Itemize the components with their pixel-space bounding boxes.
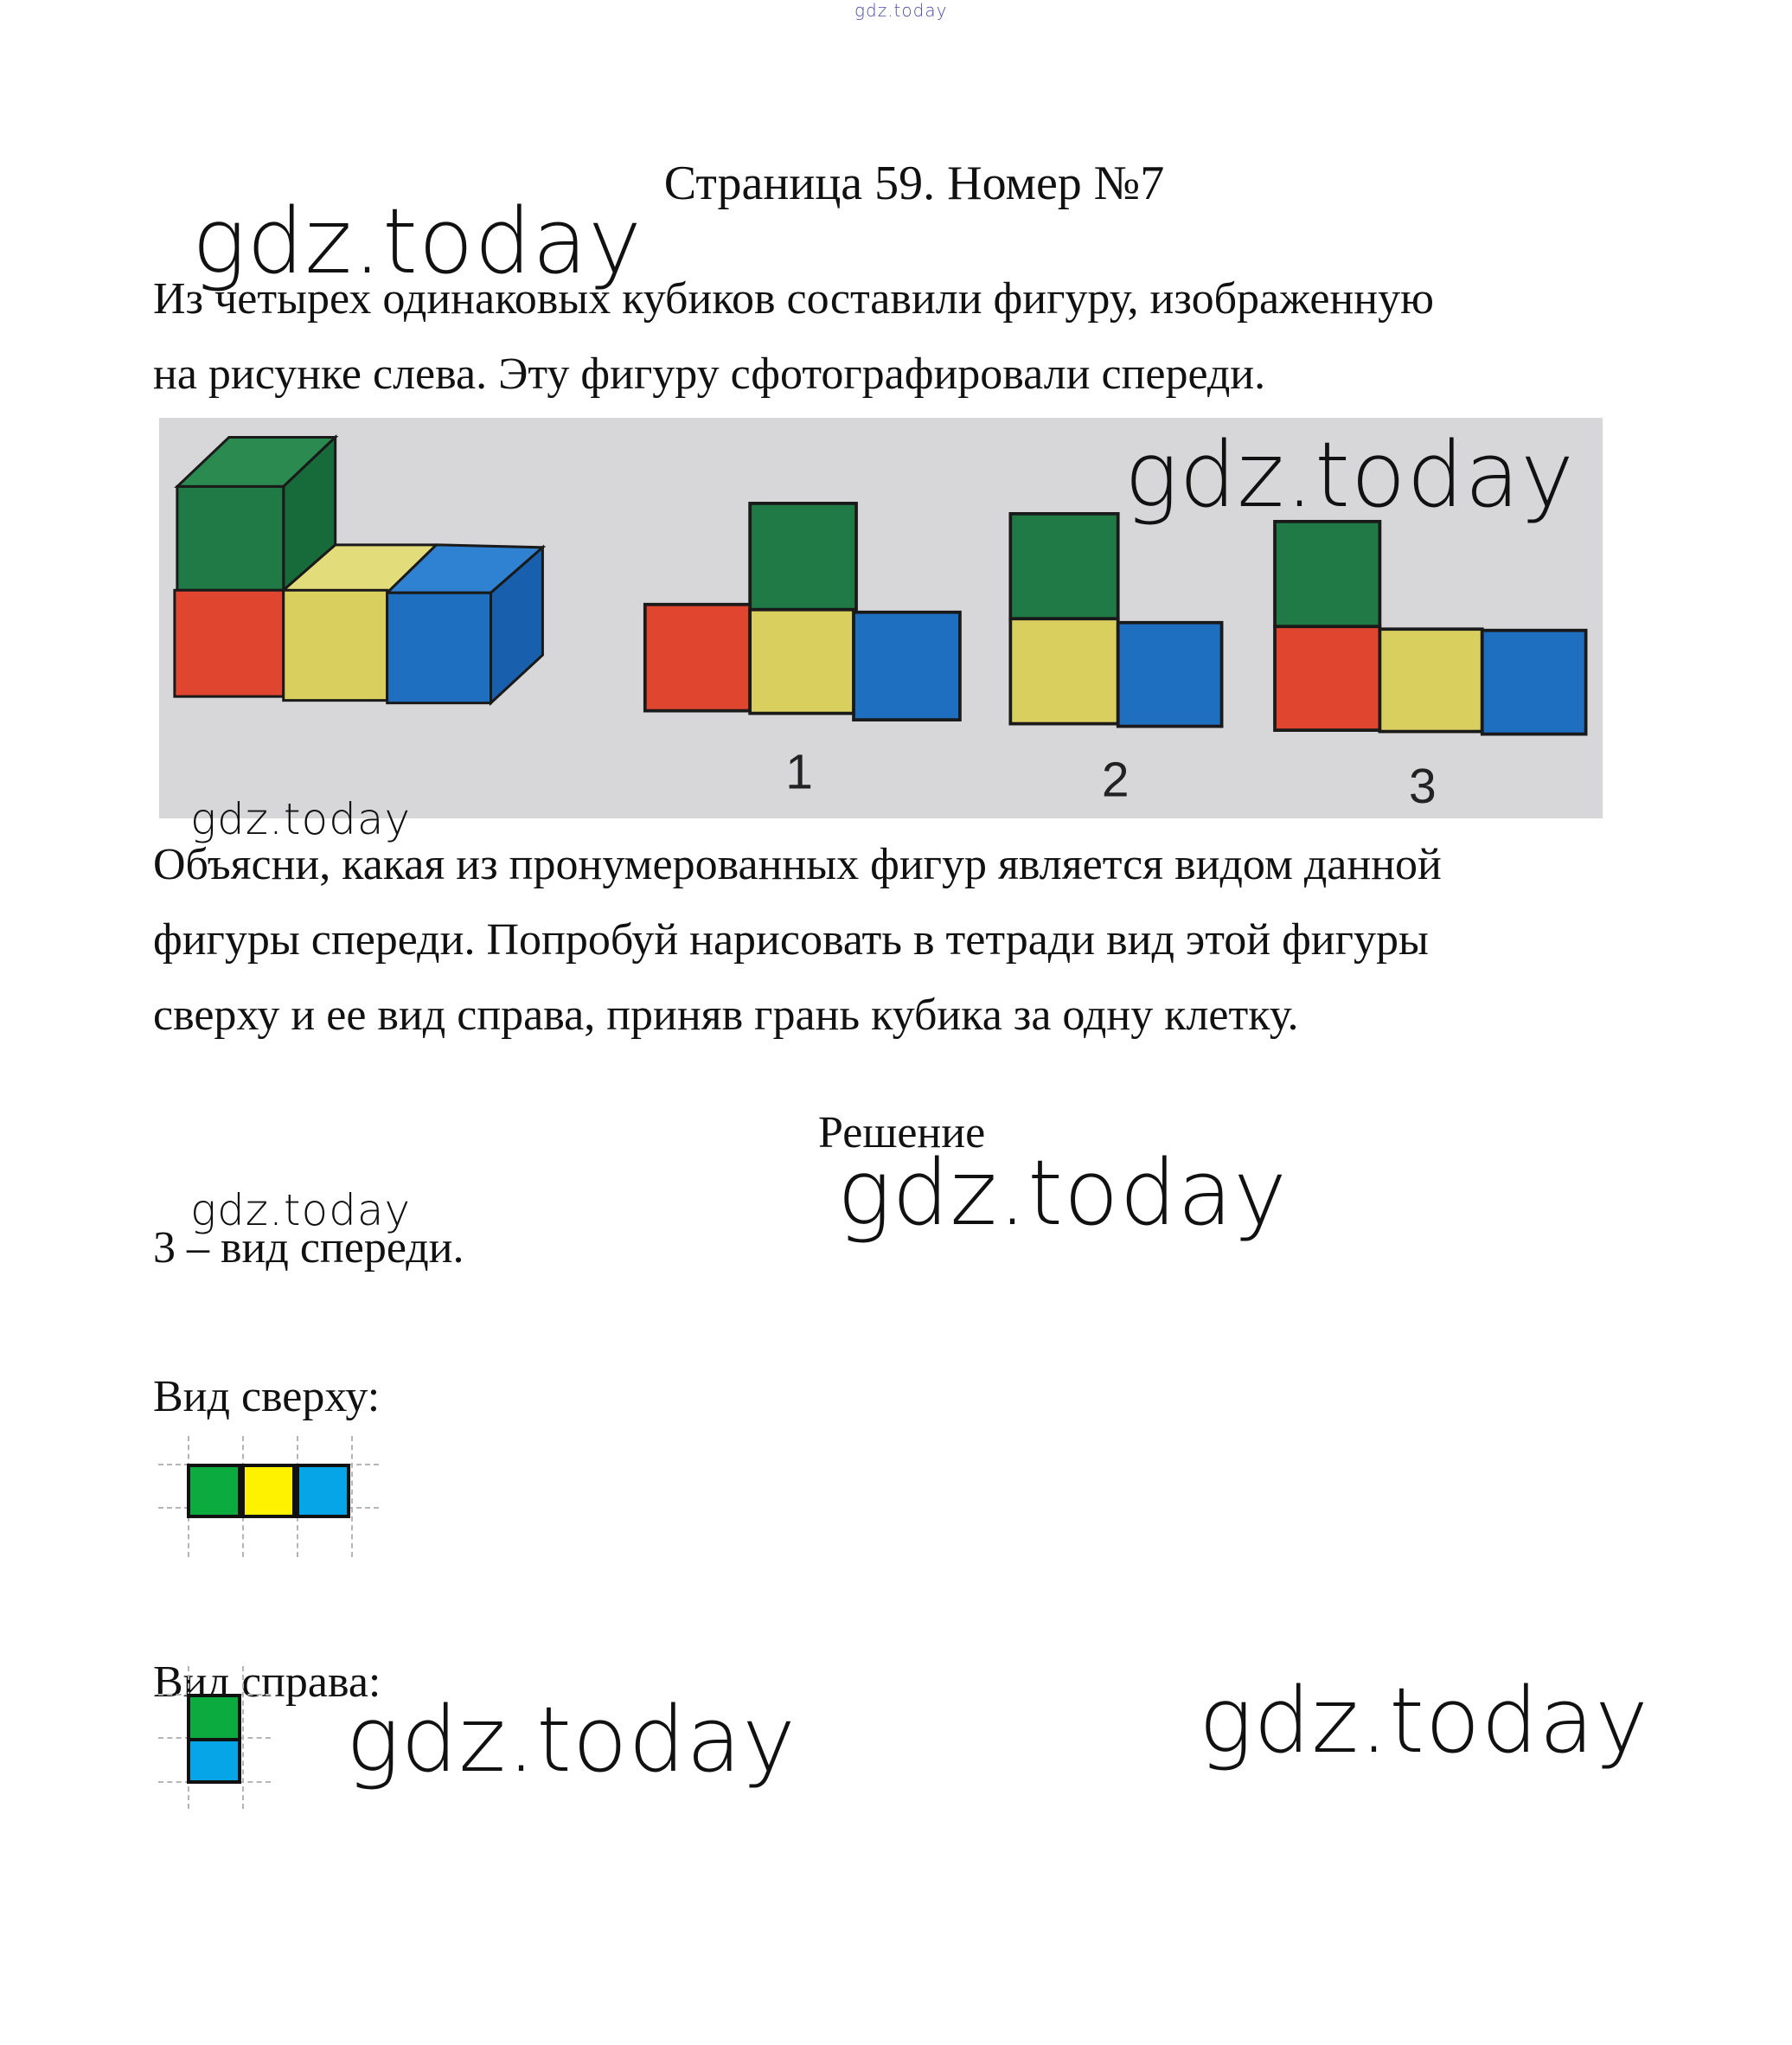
option-3	[1273, 519, 1588, 736]
text-line: Из четырех одинаковых кубиков составили …	[153, 274, 1434, 324]
option-2	[1008, 512, 1224, 728]
watermark: gdz.today	[190, 1185, 412, 1235]
watermark-top: gdz.today	[854, 0, 948, 21]
watermark: gdz.today	[190, 794, 412, 844]
cubes-figure-image: 1 2 3	[158, 418, 1603, 818]
option-label-2: 2	[1102, 753, 1130, 808]
solution-heading: Решение	[818, 1108, 986, 1157]
task-paragraph-2: Объясни, какая из пронумерованных фигур …	[153, 827, 1442, 1053]
option-label-1: 1	[785, 745, 813, 800]
answer-text: 3 – вид спереди.	[153, 1223, 464, 1273]
watermark: gdz.today	[192, 189, 643, 294]
top-view-cell-blue	[296, 1464, 350, 1518]
text-line: на рисунке слева. Эту фигуру сфотографир…	[153, 349, 1266, 399]
watermark: gdz.today	[346, 1687, 797, 1792]
watermark: gdz.today	[1199, 1668, 1649, 1773]
cube-red-front	[173, 588, 285, 698]
right-view-cell-green	[187, 1694, 241, 1741]
top-view-cell-yellow	[241, 1464, 296, 1518]
task-paragraph-1: Из четырех одинаковых кубиков составили …	[153, 261, 1434, 412]
option-label-3: 3	[1409, 759, 1437, 814]
page-title: Страница 59. Номер №7	[663, 157, 1165, 210]
watermark: gdz.today	[1124, 422, 1575, 528]
cube-green-front	[176, 484, 285, 592]
text-line: фигуры спереди. Попробуй нарисовать в те…	[153, 915, 1429, 965]
option-1	[643, 502, 962, 721]
watermark: gdz.today	[837, 1140, 1288, 1246]
right-view-cell-blue	[187, 1738, 241, 1784]
text-line: сверху и ее вид справа, приняв грань куб…	[153, 990, 1299, 1040]
cube-yellow-front	[282, 588, 389, 702]
text-line: Объясни, какая из пронумерованных фигур …	[153, 840, 1442, 889]
top-view-cell-green	[187, 1464, 241, 1518]
original-figure	[173, 433, 547, 707]
top-view-label: Вид сверху:	[153, 1372, 381, 1421]
cube-blue-front	[386, 591, 492, 705]
